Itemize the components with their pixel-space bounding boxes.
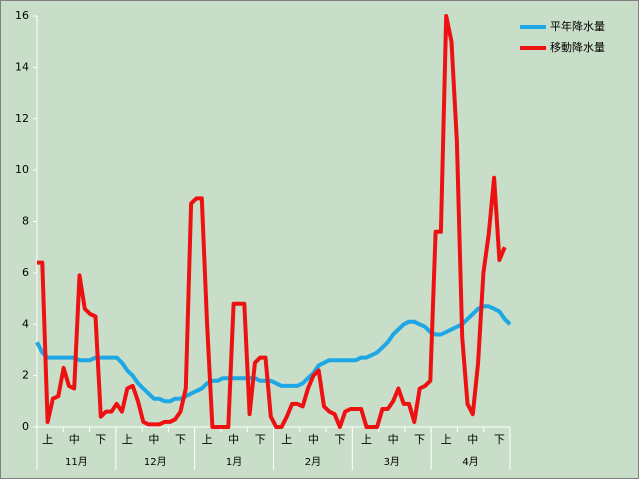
month-label: 12月	[144, 456, 167, 468]
legend-label: 移動降水量	[550, 40, 605, 54]
x-tick-label: 下	[334, 433, 345, 446]
month-label: 11月	[65, 456, 88, 468]
x-tick-label: 下	[494, 433, 505, 446]
x-tick-label: 上	[202, 433, 213, 446]
x-tick-label: 中	[69, 433, 80, 446]
x-tick-label: 中	[467, 433, 478, 446]
month-label: 1月	[226, 456, 242, 468]
y-tick-label: 2	[22, 369, 29, 382]
x-tick-label: 中	[388, 433, 399, 446]
y-tick-label: 12	[15, 112, 29, 125]
x-tick-label: 中	[148, 433, 159, 446]
y-tick-label: 16	[15, 9, 29, 22]
y-tick-label: 10	[15, 163, 29, 176]
month-label: 3月	[384, 456, 400, 468]
x-tick-label: 上	[42, 433, 53, 446]
x-tick-label: 下	[95, 433, 106, 446]
x-tick-label: 上	[281, 433, 292, 446]
legend-label: 平年降水量	[550, 19, 605, 33]
x-tick-label: 中	[308, 433, 319, 446]
month-label: 4月	[462, 456, 478, 468]
x-tick-label: 上	[122, 433, 133, 446]
x-tick-label: 下	[175, 433, 186, 446]
y-tick-label: 6	[22, 266, 29, 279]
x-tick-label: 下	[255, 433, 266, 446]
x-tick-label: 中	[228, 433, 239, 446]
x-tick-label: 下	[414, 433, 425, 446]
y-tick-label: 4	[22, 317, 29, 330]
x-tick-label: 上	[441, 433, 452, 446]
month-label: 2月	[305, 456, 321, 468]
y-tick-label: 8	[22, 215, 29, 228]
y-tick-label: 14	[15, 60, 29, 73]
x-tick-label: 上	[361, 433, 372, 446]
y-tick-label: 0	[22, 420, 29, 433]
series-line	[37, 14, 507, 429]
